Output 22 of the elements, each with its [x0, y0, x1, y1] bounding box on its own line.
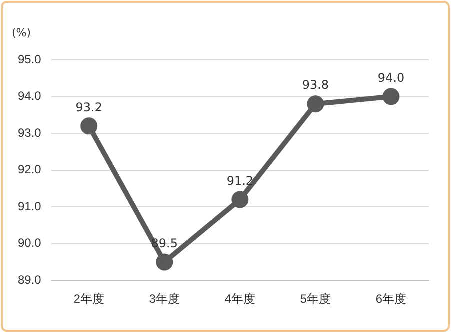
point [307, 96, 324, 113]
point [382, 88, 400, 106]
y-tick-label: 95.0 [18, 52, 42, 66]
y-tick-label: 94.0 [18, 89, 42, 104]
point [232, 191, 249, 208]
point [156, 254, 174, 271]
x-tick-label: 2年度 [74, 292, 104, 306]
point [80, 118, 98, 135]
x-tick-label: 4年度 [224, 292, 256, 306]
text: 91.2 [226, 174, 254, 188]
x-tick-label: 3年度 [149, 292, 180, 306]
text: 93.2 [76, 100, 102, 114]
y-tick-label: 92.0 [18, 162, 42, 177]
text: 93.8 [302, 78, 330, 92]
x-tick-label: 5年度 [300, 292, 332, 306]
y-tick-label: 91.0 [18, 199, 42, 214]
x-tick-label: 6年度 [376, 292, 407, 306]
y-tick-label: 90.0 [18, 236, 42, 250]
y-axis-title: (%) [12, 26, 32, 40]
y-tick-label: 89.0 [18, 272, 42, 287]
y-tick-label: 93.0 [18, 126, 42, 140]
text: 94.0 [378, 70, 405, 85]
